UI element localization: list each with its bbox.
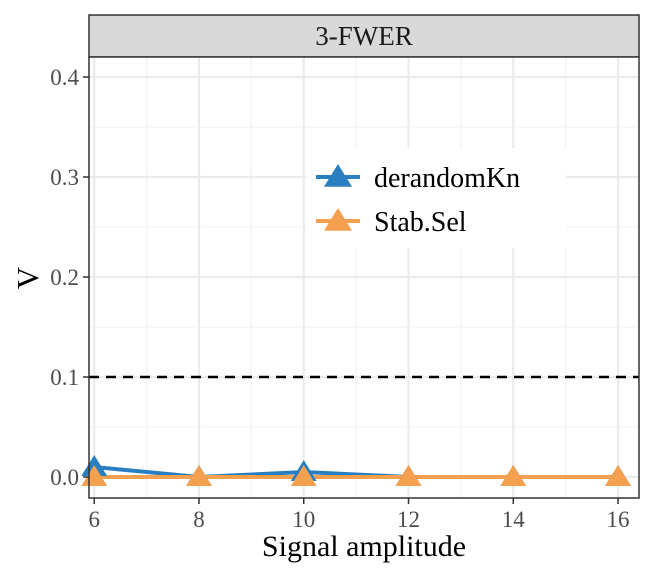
x-tick-label: 8	[193, 507, 205, 532]
data-point-Stab.Sel	[500, 465, 527, 486]
y-tick-label: 0.3	[50, 165, 79, 190]
legend-label: derandomKn	[374, 163, 520, 194]
data-point-Stab.Sel	[605, 465, 632, 486]
x-tick-label: 10	[292, 507, 315, 532]
x-axis: 6 8 10 12 14 16	[88, 498, 630, 532]
x-tick-label: 12	[397, 507, 420, 532]
data-point-Stab.Sel	[395, 465, 422, 486]
x-tick-label: 16	[607, 507, 630, 532]
data-point-Stab.Sel	[290, 465, 317, 486]
facet-title: 3-FWER	[315, 21, 413, 51]
y-tick-label: 0.0	[50, 465, 79, 490]
y-axis-label: V	[10, 266, 45, 289]
x-tick-label: 14	[502, 507, 526, 532]
x-tick-label: 6	[88, 507, 100, 532]
y-tick-label: 0.1	[50, 365, 79, 390]
data-point-Stab.Sel	[81, 465, 108, 486]
x-axis-label: Signal amplitude	[262, 530, 466, 563]
legend-label: Stab.Sel	[374, 207, 467, 238]
legend: derandomKn Stab.Sel	[306, 148, 566, 248]
legend-marker	[323, 164, 353, 187]
y-tick-label: 0.2	[50, 265, 79, 290]
legend-marker	[323, 208, 353, 231]
facet-strip	[88, 14, 640, 58]
legend-background	[306, 148, 566, 248]
series-group	[81, 455, 632, 486]
data-point-Stab.Sel	[186, 465, 212, 486]
y-axis: 0.0 0.1 0.2 0.3 0.4	[50, 65, 89, 490]
y-tick-label: 0.4	[50, 65, 79, 90]
